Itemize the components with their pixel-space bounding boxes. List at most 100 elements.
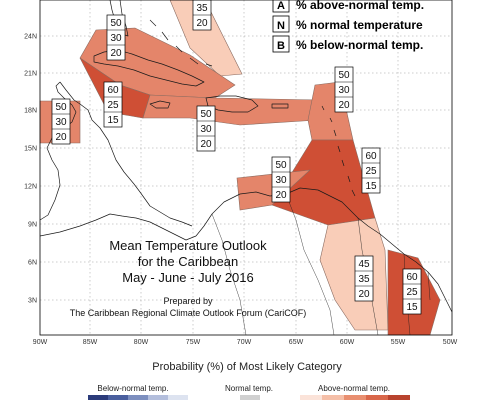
longitude-label: 75W [186, 339, 201, 346]
forecast-box-value: 30 [200, 124, 212, 135]
longitude-label: 90W [33, 339, 48, 346]
coastlines [39, 0, 453, 336]
jamaica-coast [149, 100, 171, 109]
legend-box-a [272, 0, 290, 13]
region-bahamas-north [169, 0, 243, 77]
forecast-box-value: 50 [110, 18, 122, 29]
probability-legend-title: Probability (%) of Most Likely Category [152, 361, 342, 373]
longitude-label: 80W [134, 339, 149, 346]
category-label-normal: Normal temp. [225, 384, 273, 393]
swatch-above [300, 395, 322, 400]
forecast-box-windward-islands: 60 25 15 [361, 147, 381, 194]
forecast-box-value: 30 [55, 117, 67, 128]
swatch-normal [240, 395, 260, 400]
forecast-box-value: 20 [358, 289, 370, 300]
swatch-above [388, 395, 410, 400]
swatch-above [322, 395, 344, 400]
forecast-box-value: 20 [55, 132, 67, 143]
legend-letter-a: A [277, 0, 285, 12]
forecast-box-value: 15 [406, 302, 418, 313]
forecast-box-value: 15 [107, 115, 119, 126]
forecast-box-jamaica-cayman: 60 25 15 [103, 81, 123, 128]
forecast-box-value: 60 [107, 85, 119, 96]
longitude-label: 50W [443, 339, 458, 346]
legend-box-b [272, 35, 290, 53]
title-line-2: for the Caribbean [138, 254, 238, 269]
latitude-label: 24N [24, 34, 37, 41]
title-line-3: May - June - July 2016 [122, 270, 254, 285]
forecast-box-guyana: 45 35 20 [354, 255, 374, 302]
forecast-box-frame [196, 105, 216, 152]
forecast-box-hispaniola-puerto-rico: 50 30 20 [196, 105, 216, 152]
forecast-box-value: 50 [338, 70, 350, 81]
swatch-below [148, 395, 168, 400]
legend-row-below: B % below-normal temp. [272, 35, 423, 53]
forecast-box-value: 50 [200, 109, 212, 120]
forecast-box-belize: 50 30 20 [51, 98, 71, 145]
category-label-below: Below-normal temp. [97, 384, 168, 393]
longitude-label: 55W [391, 339, 406, 346]
forecast-box-frame [354, 255, 374, 302]
latitude-label: 12N [24, 184, 37, 191]
category-legend: A % above-normal temp. N % normal temper… [272, 0, 424, 53]
latitude-labels: 24N 21N 18N 15N 12N 9N 6N 3N [24, 34, 37, 305]
swatch-below [128, 395, 148, 400]
forecast-box-value: 50 [275, 160, 287, 171]
legend-box-n [272, 15, 290, 33]
forecast-box-frame [51, 98, 71, 145]
forecast-boxes: 35 20 50 30 20 60 25 15 50 30 20 50 30 20 50 30 20 60 25 15… [51, 0, 422, 315]
forecast-box-value: 50 [55, 102, 67, 113]
forecast-box-frame [103, 81, 123, 128]
legend-letter-b: B [277, 40, 285, 52]
longitude-label: 60W [340, 339, 355, 346]
forecast-box-value: 25 [365, 166, 377, 177]
forecast-box-value: 25 [107, 100, 119, 111]
longitude-labels: 90W 85W 80W 75W 70W 65W 60W 55W 50W [33, 339, 458, 346]
latitude-label: 18N [24, 108, 37, 115]
forecast-box-suriname-guiana: 60 25 15 [402, 268, 422, 315]
forecast-box-frame [334, 66, 354, 113]
latitude-label: 3N [28, 298, 37, 305]
credit-line-1: Prepared by [163, 296, 213, 306]
forecast-box-frame [106, 14, 126, 61]
swatch-above [366, 395, 388, 400]
map-title: Mean Temperature Outlook for the Caribbe… [70, 238, 307, 318]
forecast-box-value: 15 [365, 181, 377, 192]
longitude-label: 65W [289, 339, 304, 346]
forecast-box-value: 25 [406, 287, 418, 298]
forecast-box-value: 30 [338, 85, 350, 96]
legend-text-normal: % normal temperature [296, 18, 423, 32]
forecast-box-value: 30 [110, 33, 122, 44]
forecast-box-value: 20 [200, 139, 212, 150]
category-label-above: Above-normal temp. [318, 384, 390, 393]
title-line-1: Mean Temperature Outlook [109, 238, 267, 253]
probability-swatches [88, 395, 410, 400]
forecast-box-value: 30 [275, 175, 287, 186]
forecast-box-value: 20 [338, 100, 350, 111]
forecast-box-value: 45 [358, 259, 370, 270]
swatch-below [88, 395, 108, 400]
legend-letter-n: N [277, 20, 285, 32]
puerto-rico-coast [271, 103, 289, 109]
forecast-box-value: 60 [406, 272, 418, 283]
legend-text-above: % above-normal temp. [296, 0, 424, 12]
legend-row-normal: N % normal temperature [272, 15, 423, 33]
latitude-label: 21N [24, 71, 37, 78]
latitude-label: 15N [24, 146, 37, 153]
credit-line-2: The Caribbean Regional Climate Outlook F… [70, 308, 307, 318]
bahamas-islands [149, 19, 213, 67]
latitude-label: 9N [28, 222, 37, 229]
forecast-box-frame [271, 156, 291, 203]
longitude-label: 70W [237, 339, 252, 346]
forecast-box-cuba: 50 30 20 [106, 14, 126, 61]
region-guyana [319, 217, 389, 331]
forecast-box-abc-islands: 50 30 20 [271, 156, 291, 203]
lesser-antilles [321, 105, 356, 197]
forecast-box-value: 60 [365, 151, 377, 162]
forecast-box-value: 35 [196, 3, 208, 14]
central-america-pacific [39, 213, 197, 241]
forecast-box-value: 20 [196, 18, 208, 29]
swatch-below [168, 395, 188, 400]
forecast-box-value: 35 [358, 274, 370, 285]
